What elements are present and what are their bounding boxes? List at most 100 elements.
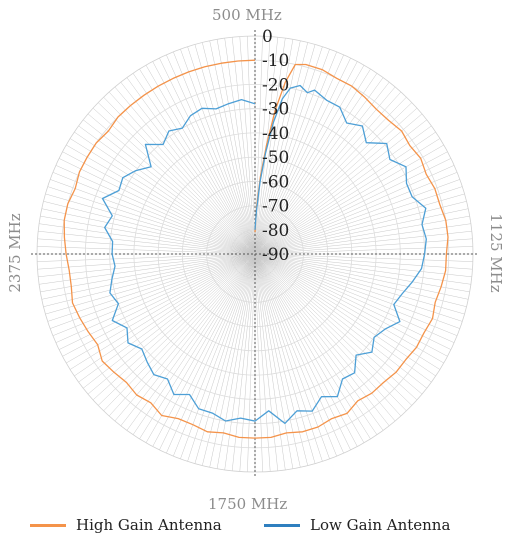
radial-gridline xyxy=(224,253,256,470)
radial-gridline xyxy=(254,125,432,255)
radial-gridline xyxy=(114,253,256,422)
radial-gridline xyxy=(239,253,256,472)
radial-gridline xyxy=(254,253,444,364)
r-tick-label: -80 xyxy=(262,221,289,241)
radial-gridline xyxy=(254,208,469,255)
radial-gridline xyxy=(194,44,256,255)
legend-item-low-gain: Low Gain Antenna xyxy=(264,516,450,534)
radial-gridline xyxy=(78,125,256,255)
radial-gridline xyxy=(254,144,444,255)
radial-gridline xyxy=(247,253,256,472)
radial-gridline xyxy=(209,40,256,255)
radial-gridline xyxy=(254,172,458,255)
radial-gridline xyxy=(231,253,256,471)
r-tick-label: 0 xyxy=(262,27,273,47)
radial-gridline xyxy=(254,253,390,426)
radial-gridline xyxy=(202,253,256,466)
radial-gridline xyxy=(37,238,256,255)
radial-gridline xyxy=(254,253,436,377)
radial-gridline xyxy=(40,215,256,255)
radial-gridline xyxy=(254,253,463,322)
radial-gridline xyxy=(254,253,469,300)
radial-gridline xyxy=(254,68,371,255)
radial-gridline xyxy=(254,253,471,285)
radial-gridline xyxy=(40,253,256,293)
radial-gridline xyxy=(254,230,472,255)
radial-gridline xyxy=(120,82,256,255)
radial-gridline xyxy=(254,201,467,255)
radial-gridline xyxy=(108,253,256,417)
radial-gridline xyxy=(254,253,472,278)
radial-gridline xyxy=(209,253,256,468)
radial-gridline xyxy=(187,46,256,255)
radial-gridline xyxy=(62,151,256,255)
legend-label-high-gain: High Gain Antenna xyxy=(76,516,222,534)
radial-gridline xyxy=(239,36,256,255)
radial-gridline xyxy=(43,201,256,255)
radial-gridline xyxy=(41,253,256,300)
radial-gridline xyxy=(254,253,337,457)
series-line-high-gain xyxy=(63,59,449,439)
radial-gridline xyxy=(83,119,256,255)
radial-gridline xyxy=(254,253,441,370)
radial-gridline xyxy=(87,253,256,395)
radial-gridline xyxy=(254,253,473,270)
radial-gridline xyxy=(254,131,436,255)
radial-gridline xyxy=(120,253,256,426)
radial-gridline xyxy=(254,39,294,255)
radial-gridline xyxy=(139,253,256,440)
series-line-low-gain xyxy=(101,84,427,425)
radial-gridline xyxy=(254,179,460,255)
r-tick-label: -70 xyxy=(262,197,289,217)
radial-gridline xyxy=(69,253,256,370)
radial-gridline xyxy=(254,253,473,262)
radial-gridline xyxy=(132,73,256,255)
r-tick-label: -10 xyxy=(262,51,289,71)
radial-gridline xyxy=(78,253,256,383)
radial-gridline xyxy=(254,253,432,383)
radial-gridline xyxy=(254,253,271,472)
radial-gridline xyxy=(254,253,458,336)
radial-gridline xyxy=(254,253,384,431)
radial-gridline xyxy=(254,49,330,255)
radial-gridline xyxy=(126,77,256,255)
radial-gridline xyxy=(254,46,323,255)
radial-gridline xyxy=(254,38,286,255)
radial-gridline xyxy=(69,138,256,255)
radial-gridline xyxy=(202,42,256,255)
r-tick-label: -90 xyxy=(262,245,289,265)
radial-gridline xyxy=(254,97,407,255)
radial-gridline xyxy=(254,253,301,468)
radial-gridline xyxy=(87,113,256,255)
radial-gridline xyxy=(58,253,256,350)
radial-gridline xyxy=(52,172,256,255)
radial-gridline xyxy=(254,165,455,255)
radial-gridline xyxy=(254,223,471,255)
legend-label-low-gain: Low Gain Antenna xyxy=(310,516,451,534)
radial-gridline xyxy=(254,253,323,462)
radial-gridline xyxy=(166,54,256,255)
radial-gridline xyxy=(194,253,256,464)
radial-gridline xyxy=(38,230,256,255)
radial-gridline xyxy=(254,253,286,470)
radial-gridline xyxy=(50,179,256,255)
radial-gridline xyxy=(254,40,301,255)
radial-gridline xyxy=(74,253,256,377)
radial-gridline xyxy=(132,253,256,435)
radial-gridline xyxy=(254,253,467,307)
radial-gridline xyxy=(254,215,470,255)
radial-gridline xyxy=(45,193,256,255)
radial-gridline xyxy=(254,238,473,255)
radial-gridline xyxy=(152,253,256,447)
radial-gridline xyxy=(254,253,365,443)
radial-gridline xyxy=(254,253,455,343)
radial-gridline xyxy=(173,51,256,255)
radial-gridline xyxy=(145,253,256,443)
radial-gridline xyxy=(114,86,256,255)
radial-gridline xyxy=(254,253,330,459)
r-tick-label: -50 xyxy=(262,148,289,168)
radial-gridline xyxy=(254,102,412,255)
radial-gridline xyxy=(254,86,396,255)
radial-gridline xyxy=(126,253,256,431)
radial-gridline xyxy=(180,49,256,255)
